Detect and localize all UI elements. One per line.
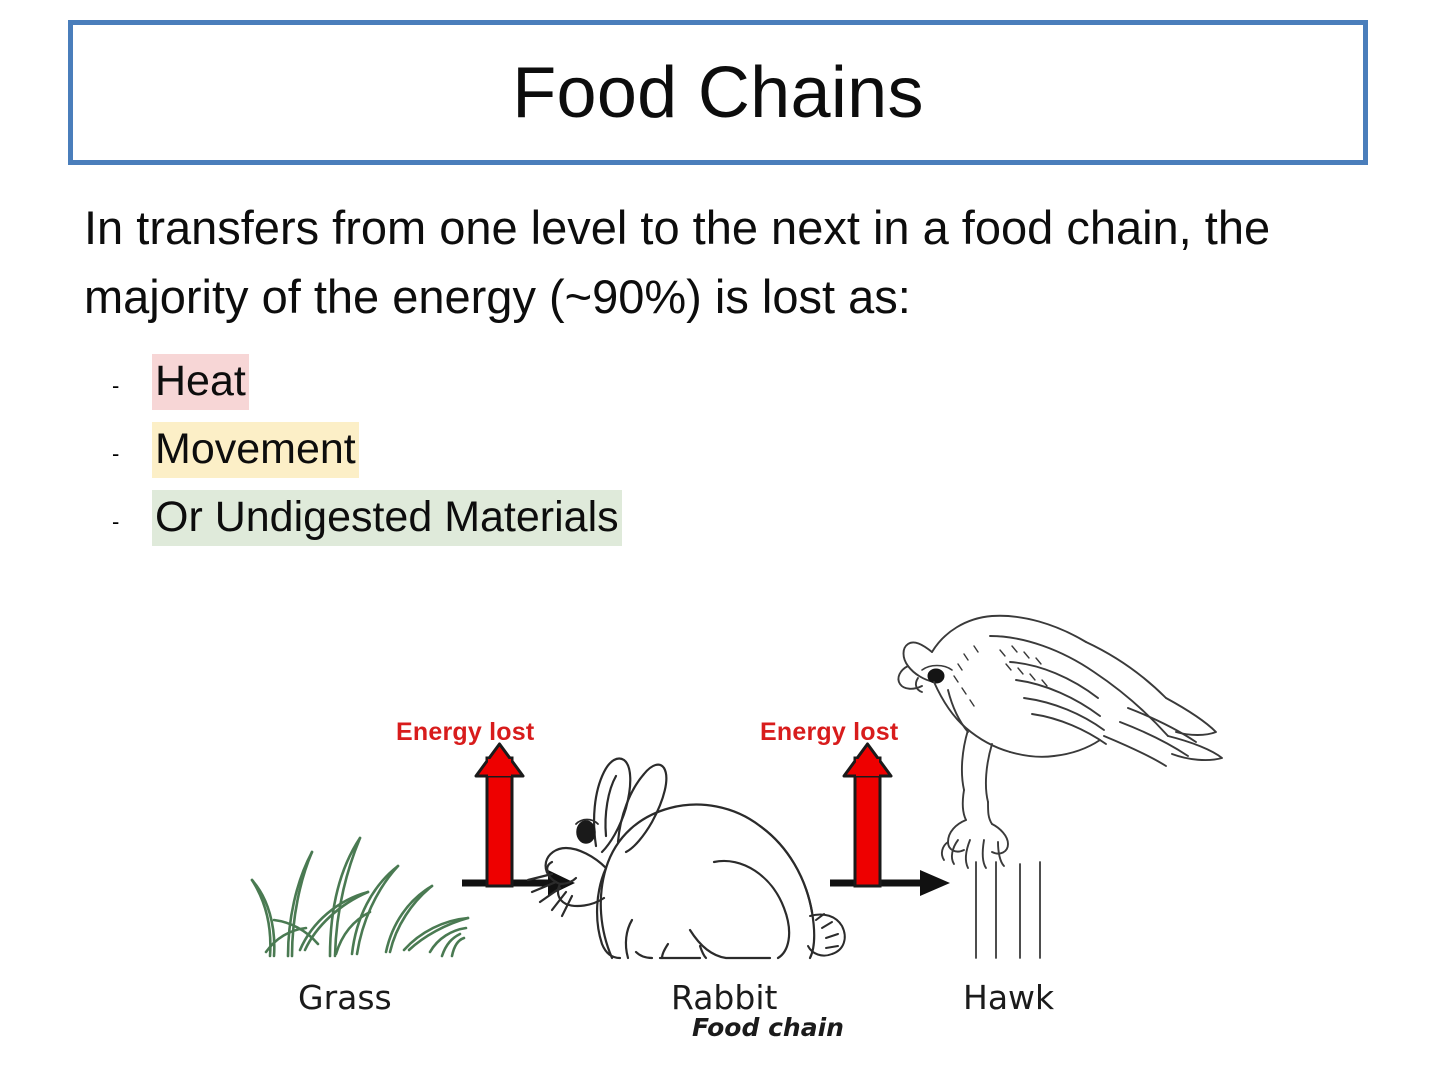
organism-label-hawk: Hawk (963, 978, 1055, 1017)
bullet-label-heat: Heat (152, 353, 249, 411)
rabbit-icon (526, 757, 846, 960)
energy-lost-label-2: Energy lost (760, 718, 899, 746)
list-item: - Heat (108, 348, 1008, 416)
body-paragraph: In transfers from one level to the next … (84, 201, 1271, 323)
energy-lost-arrow-2 (842, 742, 893, 888)
diagram-caption: Food chain (692, 1013, 844, 1042)
energy-lost-arrow-1 (474, 742, 525, 888)
hawk-icon (897, 614, 1223, 959)
dash-bullet-icon: - (112, 373, 120, 398)
dash-bullet-icon: - (112, 509, 120, 534)
organism-label-rabbit: Rabbit (671, 978, 778, 1017)
energy-lost-label-1: Energy lost (396, 718, 535, 746)
grass-icon (250, 836, 470, 958)
flow-arrow-rabbit-to-hawk (830, 870, 950, 896)
dash-bullet-icon: - (112, 441, 120, 466)
organism-label-grass: Grass (298, 978, 392, 1017)
page-title: Food Chains (512, 52, 924, 133)
title-box: Food Chains (68, 20, 1368, 165)
list-item: - Or Undigested Materials (108, 484, 1008, 552)
bullet-list: - Heat - Movement - Or Undigested Materi… (108, 348, 1008, 552)
list-item: - Movement (108, 416, 1008, 484)
bullet-label-movement: Movement (152, 421, 359, 479)
bullet-label-undigested-materials: Or Undigested Materials (152, 489, 622, 547)
